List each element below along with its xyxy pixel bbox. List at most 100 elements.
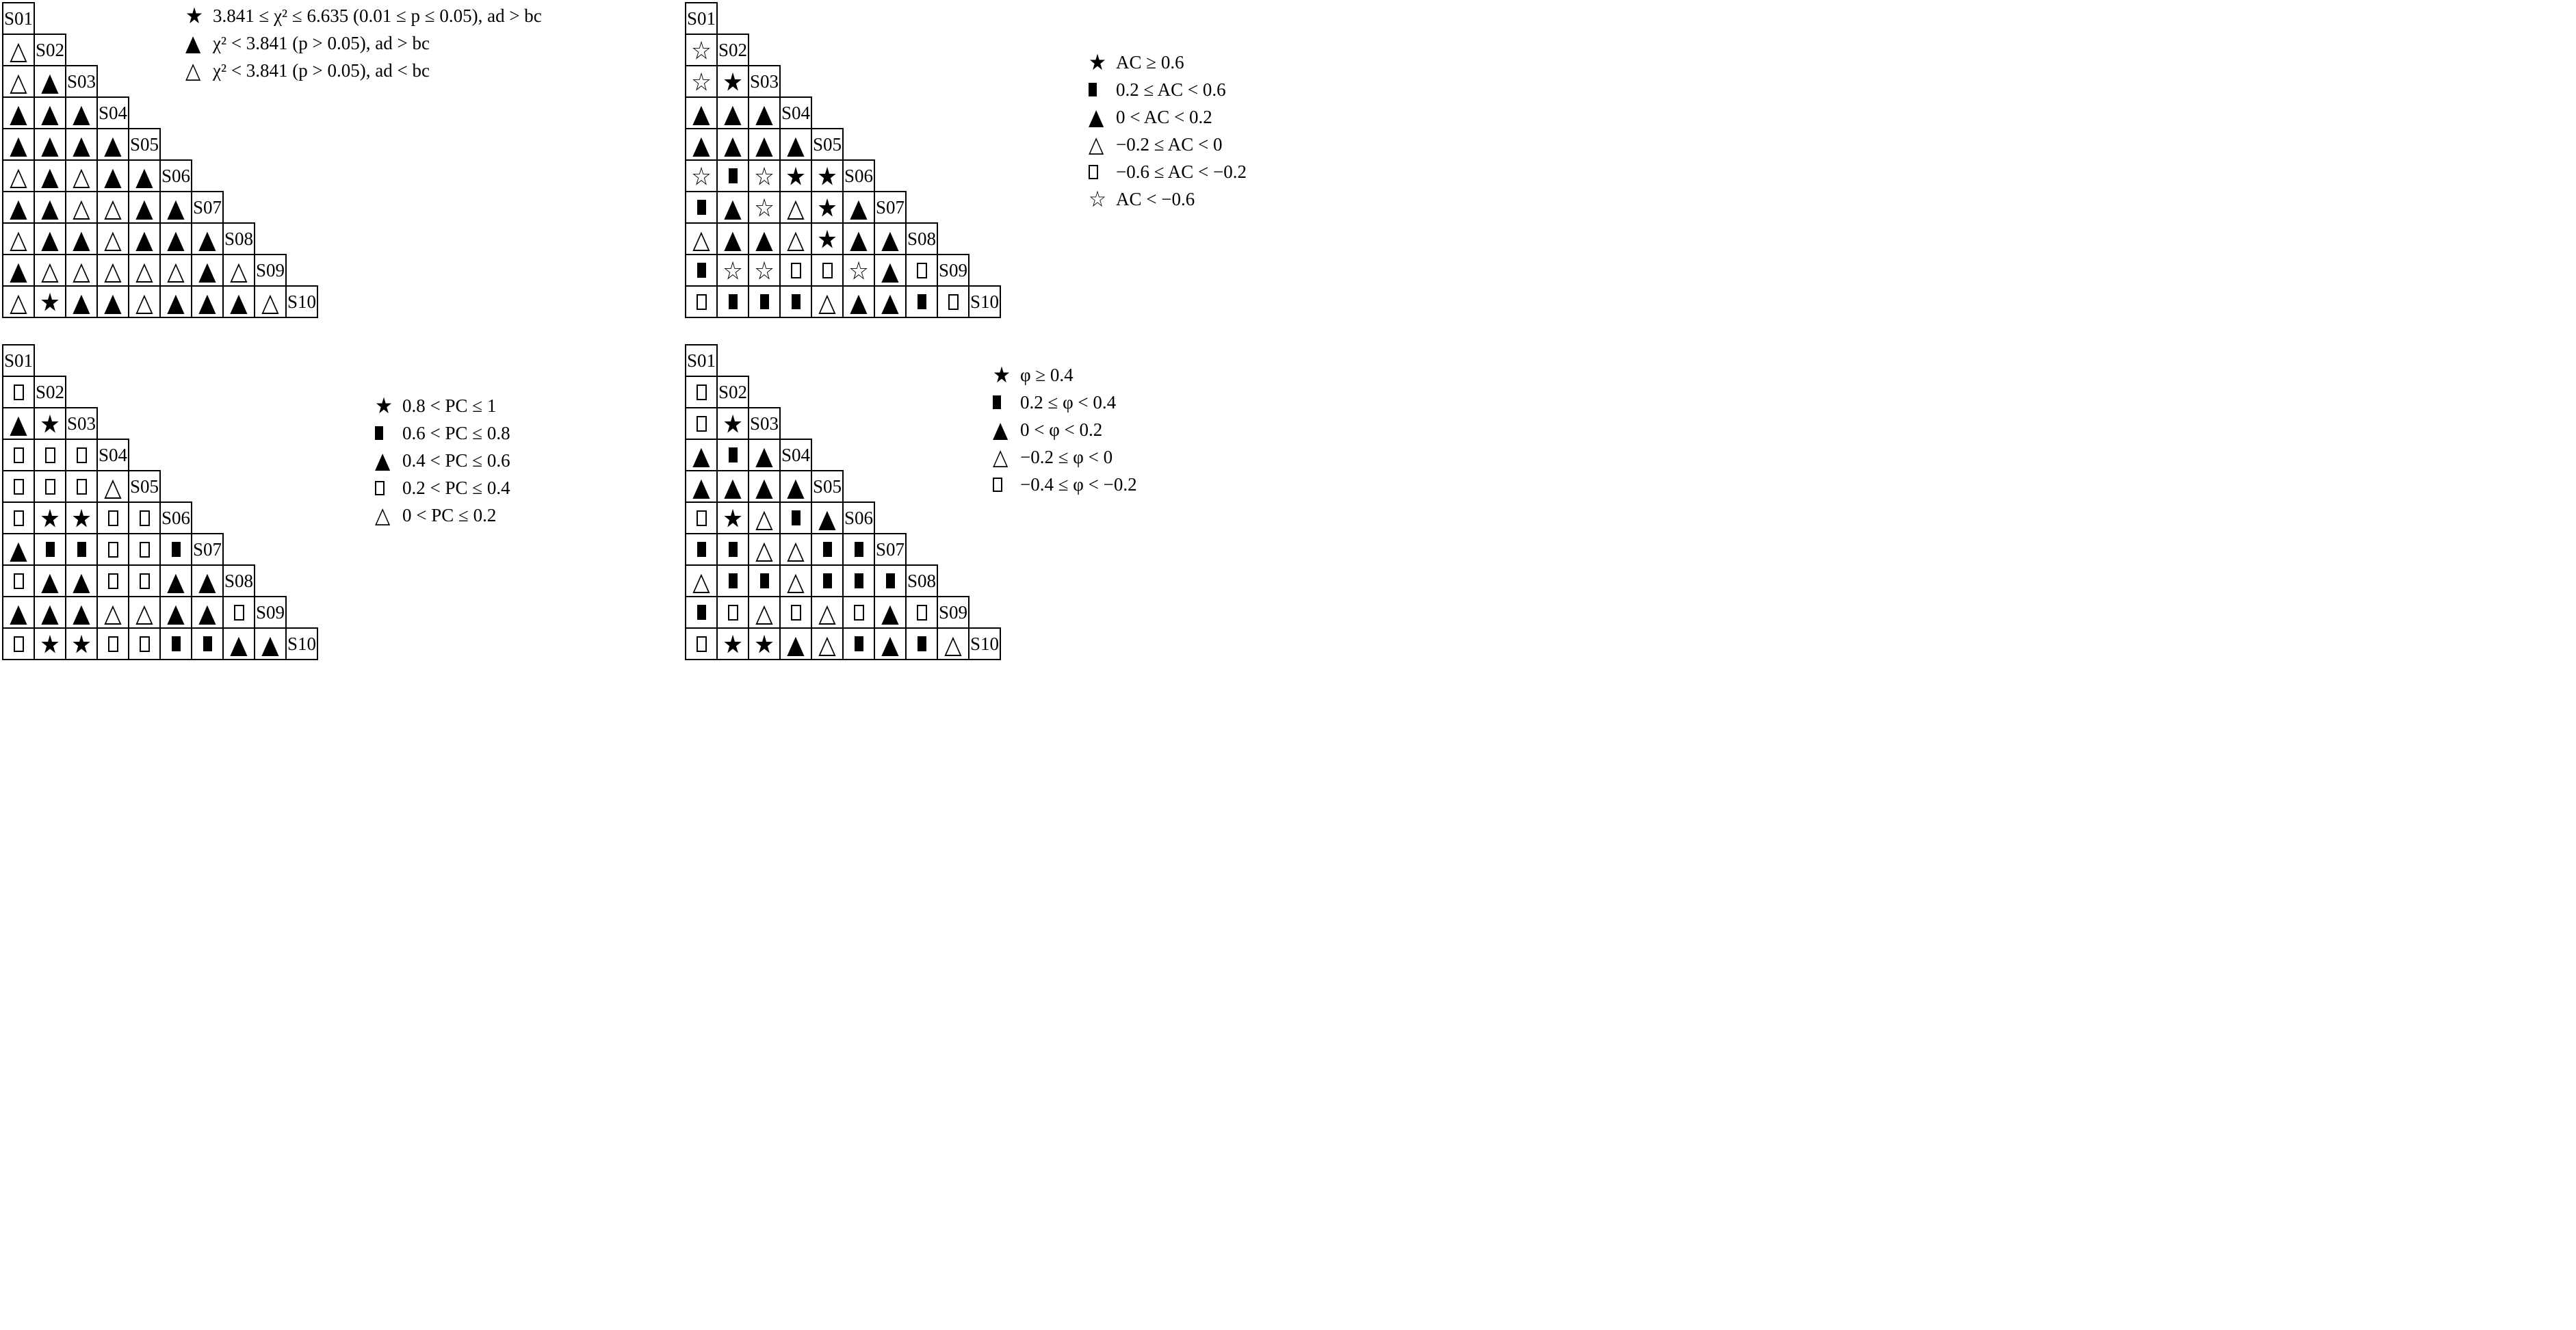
cell-S06-S02: ▲ <box>34 159 66 192</box>
cell-S05-S03: ▲ <box>748 470 781 503</box>
filled-square-icon <box>171 542 181 557</box>
open-square-icon <box>139 573 150 589</box>
label-S03: S03 <box>748 407 781 440</box>
cell-S05-S04: ▲ <box>779 128 812 161</box>
open-square-icon <box>44 447 55 463</box>
filled-star-icon: ★ <box>723 408 743 439</box>
open-square-icon <box>13 573 24 589</box>
cell-S07-S02: ▲ <box>34 191 66 224</box>
legend-item: △ 0 < PC ≤ 0.2 <box>375 501 510 529</box>
label-S01: S01 <box>2 2 35 35</box>
cell-S08-S03: ▲ <box>748 222 781 255</box>
filled-square-icon <box>1089 83 1097 96</box>
label-S02: S02 <box>716 34 749 66</box>
cell-S04-S03: ▲ <box>65 96 98 129</box>
filled-triangle-icon: ▲ <box>41 566 59 596</box>
cell-S08-S05: ★ <box>811 222 844 255</box>
label-S09: S09 <box>937 254 970 287</box>
open-star-icon: ☆ <box>754 161 775 191</box>
cell-S09-S07: ▲ <box>191 596 224 629</box>
cell-S04-S01: ▲ <box>685 439 718 471</box>
open-triangle-icon: △ <box>944 629 962 659</box>
cell-S05-S04: △ <box>96 470 129 503</box>
filled-triangle-icon: ▲ <box>881 287 899 317</box>
cell-S02-S01 <box>685 376 718 408</box>
open-triangle-icon: △ <box>41 255 59 285</box>
open-triangle-icon: △ <box>104 192 122 222</box>
filled-square-icon <box>993 395 1001 409</box>
open-triangle-icon: △ <box>375 501 391 528</box>
filled-triangle-icon: ▲ <box>787 629 805 659</box>
sample-label: S08 <box>224 228 254 249</box>
sample-label: S02 <box>718 381 748 402</box>
open-square-icon <box>790 604 801 621</box>
filled-square-icon <box>759 573 769 588</box>
filled-triangle-icon: ▲ <box>261 629 279 659</box>
cell-S06-S05: ▲ <box>811 501 844 534</box>
cell-S03-S01: △ <box>2 65 35 98</box>
cell-S10-S04: ▲ <box>96 285 129 318</box>
cell-S09-S06: ☆ <box>842 254 875 287</box>
legend-item: △ χ² < 3.841 (p > 0.05), ad < bc <box>185 57 542 84</box>
label-S06: S06 <box>842 159 875 192</box>
filled-square-icon <box>375 426 383 440</box>
cell-S02-S01: △ <box>2 34 35 66</box>
open-square-icon <box>696 510 707 526</box>
label-S05: S05 <box>811 470 844 503</box>
open-triangle-icon: △ <box>755 597 773 627</box>
filled-square-icon <box>728 573 738 588</box>
cell-S09-S06: ▲ <box>159 596 192 629</box>
cell-S10-S08: ▲ <box>222 627 255 660</box>
filled-triangle-icon: ▲ <box>724 129 742 159</box>
cell-S08-S07 <box>874 564 907 597</box>
open-triangle-icon: △ <box>104 255 122 285</box>
open-square-icon <box>139 636 150 652</box>
cell-S10-S03 <box>748 285 781 318</box>
legend-item: 0.6 < PC ≤ 0.8 <box>375 419 510 447</box>
sample-label: S01 <box>3 8 34 29</box>
open-square-icon <box>13 447 24 463</box>
open-star-icon: ☆ <box>691 66 712 96</box>
filled-triangle-icon: ▲ <box>104 129 122 159</box>
label-S03: S03 <box>748 65 781 98</box>
cell-S10-S07: ▲ <box>191 285 224 318</box>
cell-S09-S06 <box>842 596 875 629</box>
cell-S08-S01: △ <box>685 222 718 255</box>
legend-symbol <box>993 477 1020 492</box>
filled-triangle-icon: ▲ <box>135 224 153 254</box>
cell-S03-S01 <box>685 407 718 440</box>
cell-S07-S04: △ <box>779 191 812 224</box>
cell-S10-S07: ▲ <box>874 627 907 660</box>
filled-triangle-icon: ▲ <box>724 471 742 501</box>
cell-S09-S02: △ <box>34 254 66 287</box>
ac-legend: ★ AC ≥ 0.6 0.2 ≤ AC < 0.6 ▲ 0 < AC < 0.2 △ −0.… <box>1089 49 1247 213</box>
cell-S07-S05 <box>811 533 844 566</box>
filled-star-icon: ★ <box>40 287 60 317</box>
filled-square-icon <box>791 294 801 309</box>
legend-symbol: ▲ <box>993 416 1020 443</box>
legend-item: △ −0.2 ≤ φ < 0 <box>993 443 1137 471</box>
filled-square-icon <box>728 168 738 183</box>
open-square-icon <box>139 541 150 558</box>
label-S03: S03 <box>65 65 98 98</box>
legend-item: 0.2 < PC ≤ 0.4 <box>375 474 510 501</box>
cell-S03-S02: ★ <box>716 407 749 440</box>
cell-S06-S04: ★ <box>779 159 812 192</box>
cell-S10-S06: ▲ <box>159 285 192 318</box>
cell-S07-S01: ▲ <box>2 533 35 566</box>
cell-S04-S03 <box>65 439 98 471</box>
sample-label: S03 <box>749 413 779 434</box>
cell-S05-S04: ▲ <box>779 470 812 503</box>
filled-star-icon: ★ <box>40 629 60 659</box>
filled-square-icon <box>854 573 863 588</box>
filled-triangle-icon: ▲ <box>167 192 185 222</box>
cell-S04-S01 <box>2 439 35 471</box>
filled-triangle-icon: ▲ <box>993 416 1009 443</box>
legend-label: 0.2 ≤ φ < 0.4 <box>1020 391 1117 413</box>
cell-S10-S08: ▲ <box>222 285 255 318</box>
open-square-icon <box>853 604 864 621</box>
sample-label: S04 <box>781 102 811 123</box>
filled-triangle-icon: ▲ <box>167 566 185 596</box>
legend-label: 0 < AC < 0.2 <box>1116 106 1212 127</box>
cell-S10-S06 <box>159 627 192 660</box>
